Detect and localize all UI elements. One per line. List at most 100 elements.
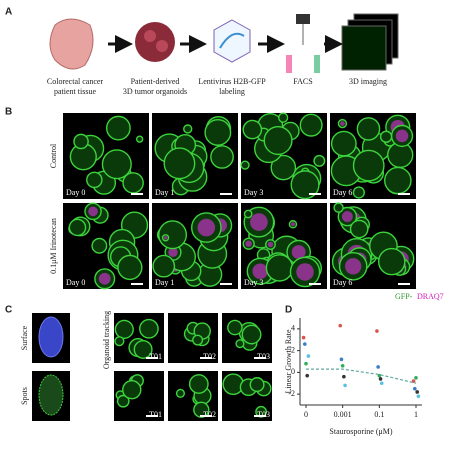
data-point [339, 357, 344, 362]
organoid [175, 388, 186, 398]
scale-bar [200, 357, 212, 359]
organoid [278, 112, 289, 123]
organoid [349, 219, 369, 239]
dead-cells [98, 272, 111, 285]
y-tick-label: -2 [288, 389, 295, 398]
organoid [86, 171, 103, 189]
organoid-icon [135, 22, 175, 62]
panel-label: D [285, 305, 292, 316]
legend-gfp: GFP- [395, 292, 413, 301]
panel-label: C [5, 305, 12, 316]
organoid [379, 130, 393, 143]
organoid [352, 186, 365, 199]
organoid [227, 319, 243, 336]
organoid [210, 145, 234, 169]
data-point [414, 376, 418, 380]
organoid [122, 380, 142, 400]
scale-bar [131, 193, 143, 195]
organoid [152, 254, 176, 278]
data-point [343, 383, 347, 388]
x-tick-label: 0 [304, 410, 308, 419]
scale-bar [220, 283, 232, 285]
organoid [290, 170, 320, 200]
organoid [116, 394, 130, 408]
step-label: patient tissue [54, 87, 96, 96]
scale-bar [398, 283, 410, 285]
step-label: Lentivirus H2B-GFP [198, 77, 266, 86]
day-label: Day 3 [244, 188, 263, 197]
organoid [183, 124, 193, 134]
dead-cells [290, 222, 296, 227]
dead-cells [395, 129, 409, 143]
panel-label: A [5, 7, 12, 18]
dead-cells [163, 235, 168, 240]
day-label: Day 3 [244, 278, 263, 287]
data-point [416, 394, 421, 399]
scale-bar [146, 357, 158, 359]
tracking-label: Organoid tracking [102, 311, 111, 369]
scale-bar [254, 415, 266, 417]
step-label: Patient-derived [131, 77, 180, 86]
row-label: Control [49, 143, 58, 168]
organoid [330, 130, 357, 157]
step-label: FACS [293, 77, 312, 86]
x-tick-label: 1 [414, 410, 418, 419]
scale-bar [131, 283, 143, 285]
data-point [379, 381, 384, 386]
y-axis-title: Linear Growth Rate [284, 329, 293, 393]
organoid [192, 334, 204, 346]
organoid [73, 133, 89, 150]
day-label: Day 0 [66, 278, 85, 287]
step-label: 3D imaging [349, 77, 387, 86]
organoid [139, 318, 159, 339]
data-point [304, 361, 308, 366]
facs-icon [286, 14, 320, 73]
step-label: labeling [219, 87, 245, 96]
legend-draq7: DRAQ7 [417, 292, 444, 301]
y-tick-label: 4 [291, 324, 295, 333]
dead-cells [296, 263, 314, 281]
row-label: Surface [20, 325, 29, 350]
organoid [270, 154, 297, 181]
organoid [204, 119, 232, 146]
row-label: 0.1μM Irinotecan [49, 218, 58, 274]
organoid [299, 113, 323, 137]
organoid [313, 154, 326, 167]
dead-cells [341, 211, 353, 223]
day-label: Day 6 [333, 188, 352, 197]
mean-line [306, 368, 417, 384]
organoid-render [38, 316, 64, 358]
scale-bar [309, 193, 321, 195]
tissue-icon [49, 18, 94, 70]
time-label: T02 [203, 410, 216, 419]
organoid [101, 149, 132, 180]
data-point [301, 335, 306, 340]
time-label: T03 [257, 410, 270, 419]
organoid [235, 339, 245, 349]
row-label: Spots [20, 387, 29, 405]
day-label: Day 0 [66, 188, 85, 197]
dead-cells [340, 121, 345, 126]
dead-cells [345, 258, 362, 275]
scale-bar [200, 415, 212, 417]
y-tick-label: 0 [291, 367, 295, 376]
organoid [265, 254, 294, 282]
scale-bar [146, 415, 158, 417]
organoid [333, 202, 344, 213]
panel-label: B [5, 107, 12, 118]
virus-icon [213, 19, 251, 63]
scale-bar [309, 283, 321, 285]
organoid [106, 115, 131, 141]
organoid [91, 237, 108, 254]
organoid [188, 374, 209, 394]
organoid [384, 166, 412, 195]
dead-cells [267, 241, 274, 248]
day-label: Day 1 [155, 188, 174, 197]
organoid [356, 117, 381, 141]
dead-cells [197, 218, 216, 237]
scale-bar [254, 357, 266, 359]
organoid [240, 160, 250, 170]
organoid [158, 220, 188, 250]
dead-cells [250, 213, 268, 231]
